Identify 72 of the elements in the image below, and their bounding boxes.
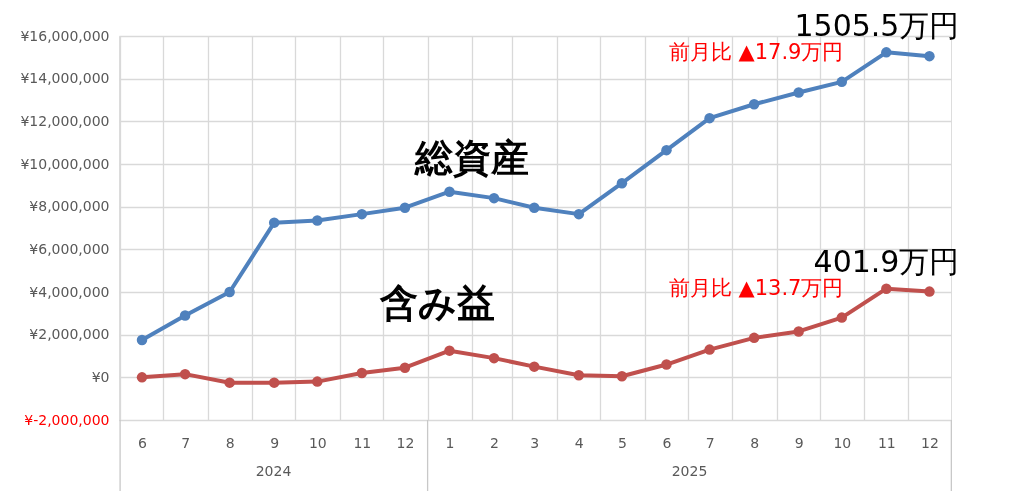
- x-tick-label: 6: [662, 434, 672, 451]
- y-tick-label: ¥4,000,000: [29, 283, 110, 300]
- x-tick-label: 9: [270, 434, 280, 451]
- x-tick-label: 2: [490, 434, 500, 451]
- x-tick-label: 5: [617, 434, 627, 451]
- x-tick-label: 7: [181, 434, 191, 451]
- y-tick-label: ¥6,000,000: [29, 240, 110, 257]
- point: [793, 326, 804, 337]
- y-tick-label: ¥16,000,000: [20, 27, 110, 44]
- x-tick-label: 8: [225, 434, 235, 451]
- point: [224, 286, 235, 298]
- x-tick-label: 8: [750, 434, 760, 451]
- point: [312, 215, 323, 226]
- point: [312, 376, 323, 387]
- point: [179, 368, 191, 380]
- y-tick-label: ¥-2,000,000: [24, 411, 110, 428]
- y-tick-label: ¥0: [91, 368, 110, 385]
- point: [136, 372, 148, 383]
- point: [661, 359, 672, 370]
- point: [356, 208, 368, 220]
- y-tick-label: ¥10,000,000: [20, 155, 110, 172]
- annotation: 前月比 ▲17.9万円: [668, 40, 844, 65]
- x-tick-label: 3: [530, 434, 540, 451]
- point: [924, 50, 935, 62]
- point: [704, 112, 715, 124]
- point: [836, 312, 848, 323]
- point: [573, 369, 585, 381]
- text: 2024: [255, 463, 292, 479]
- y-tick-label: ¥2,000,000: [29, 326, 110, 343]
- x-tick-label: 4: [574, 434, 584, 451]
- point: [179, 310, 191, 321]
- x-tick-label: 10: [833, 434, 852, 451]
- point: [356, 367, 368, 379]
- point: [488, 192, 500, 204]
- point: [399, 202, 411, 213]
- y-tick-label: ¥8,000,000: [29, 198, 110, 215]
- point: [881, 47, 892, 58]
- point: [661, 144, 672, 156]
- point: [924, 286, 935, 297]
- x-tick-label: 1: [445, 434, 455, 451]
- point: [748, 99, 760, 110]
- point: [488, 352, 500, 364]
- x-tick-label: 11: [877, 434, 896, 451]
- x-tick-label: 11: [353, 434, 372, 451]
- point: [529, 361, 540, 372]
- point: [793, 87, 804, 98]
- point: [444, 186, 455, 197]
- series-label: 含み益: [379, 280, 495, 325]
- point: [616, 371, 628, 382]
- point: [268, 217, 280, 228]
- point: [881, 283, 892, 294]
- point: [704, 344, 715, 355]
- text: 2025: [671, 463, 708, 479]
- x-tick-label: 6: [138, 434, 148, 451]
- point: [224, 377, 235, 388]
- x-tick-label: 12: [921, 434, 939, 451]
- point: [748, 332, 760, 344]
- point: [529, 202, 540, 213]
- point: [616, 177, 628, 189]
- y-tick-label: ¥14,000,000: [20, 70, 110, 87]
- point: [268, 377, 280, 388]
- x-tick-label: 7: [705, 434, 715, 451]
- point: [136, 334, 148, 346]
- x-tick-label: 9: [794, 434, 804, 451]
- point: [573, 208, 585, 220]
- series-label: 総資産: [413, 135, 529, 180]
- point: [444, 345, 455, 356]
- point: [836, 76, 848, 88]
- x-tick-label: 10: [308, 434, 327, 451]
- y-tick-label: ¥12,000,000: [20, 112, 110, 129]
- x-tick-label: 12: [396, 434, 415, 451]
- point: [399, 362, 411, 373]
